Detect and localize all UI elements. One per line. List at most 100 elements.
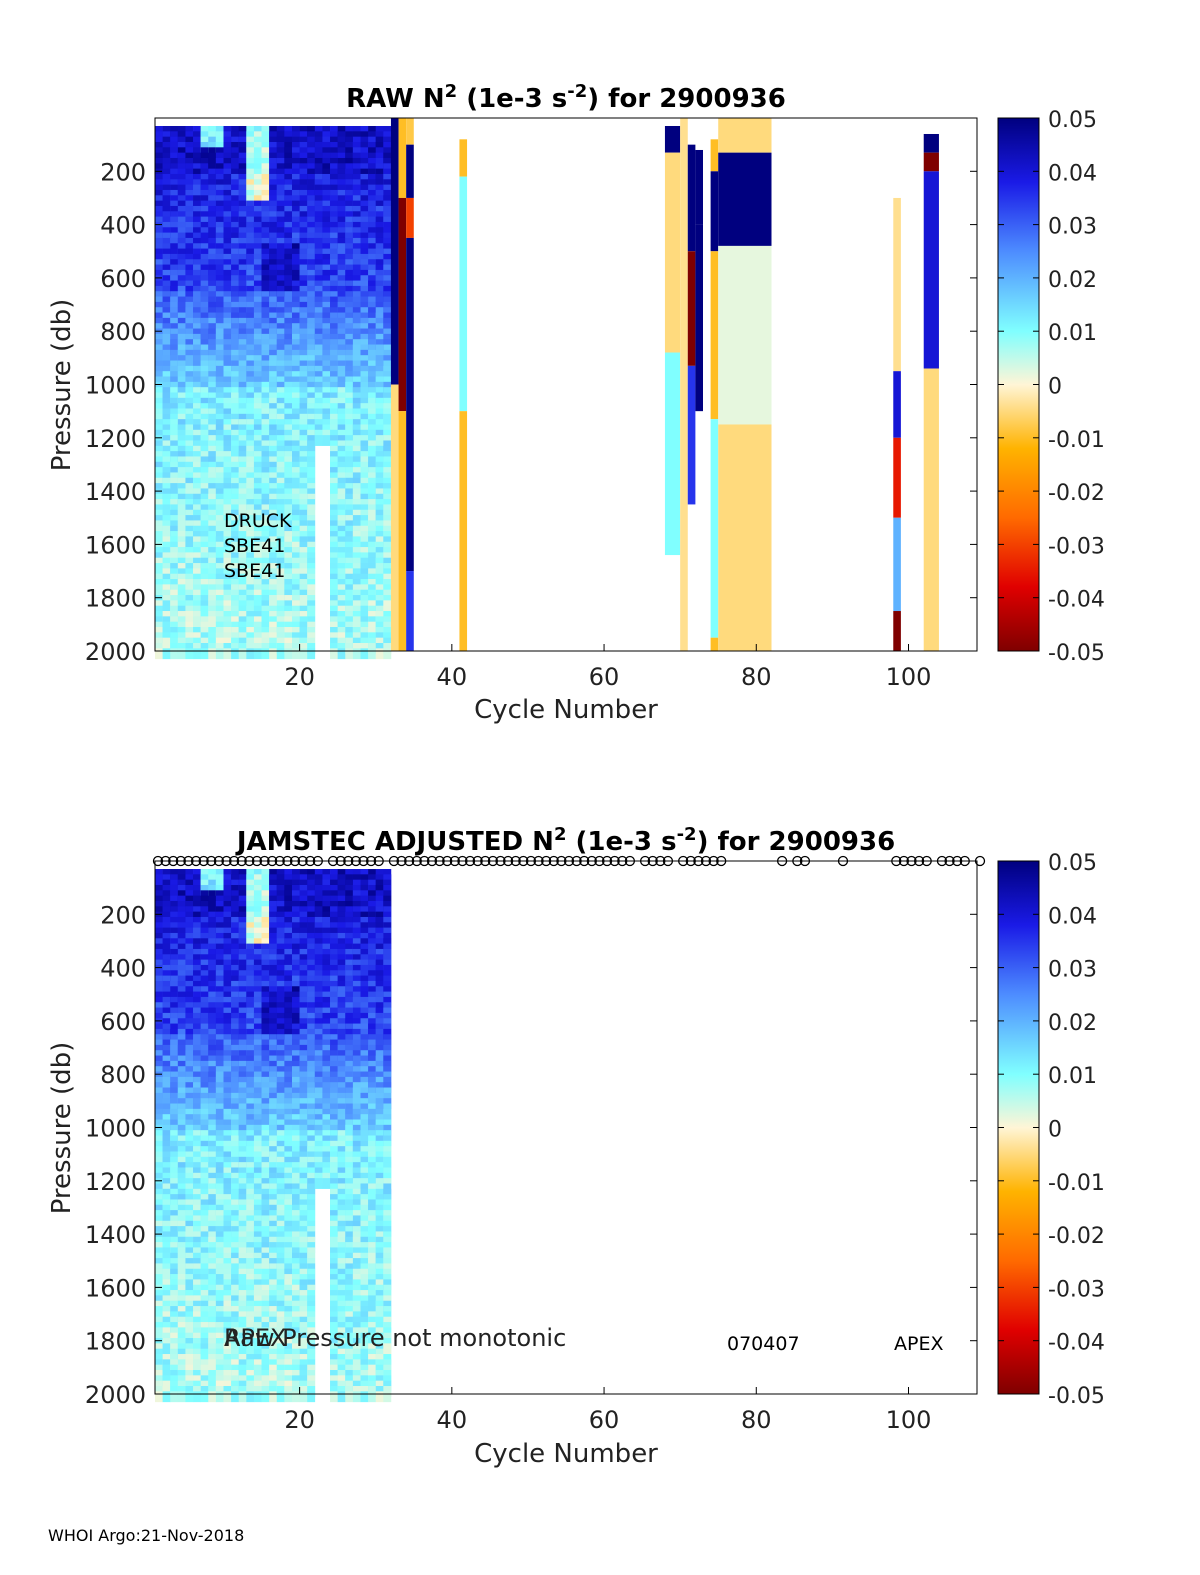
heatmap-cell: [155, 648, 163, 660]
raw-title: RAW N2 (1e-3 s-2) for 2900936: [346, 81, 786, 114]
profile-band: [923, 171, 939, 369]
heatmap-cell: [185, 648, 194, 660]
profile-band: [687, 365, 696, 505]
heatmap-cell: [360, 648, 369, 660]
profile-band: [398, 197, 407, 412]
profile-band: [406, 118, 414, 145]
profile-band: [718, 424, 772, 651]
profile-band: [718, 152, 772, 246]
x-tick-label: 100: [886, 663, 932, 691]
profile-band: [893, 611, 901, 651]
heatmap-cell: [238, 648, 247, 660]
heatmap-cell: [352, 648, 361, 660]
y-tick-label: 1600: [85, 531, 146, 559]
heatmap-cell: [185, 1391, 194, 1403]
profile-band: [695, 149, 703, 225]
profile-band: [398, 411, 407, 651]
adjusted-heatmap-cells: [155, 868, 392, 1403]
raw-y-axis-label: Pressure (db): [47, 299, 77, 472]
heatmap-cell: [299, 648, 308, 660]
heatmap-cell: [231, 1391, 240, 1403]
sensor-druck-label: DRUCK: [224, 510, 292, 532]
profile-band: [406, 197, 414, 238]
profile-band: [406, 144, 414, 198]
profile-band: [710, 251, 719, 420]
profile-band: [893, 197, 901, 372]
y-tick-label: 2000: [85, 638, 146, 666]
raw-n2-panel: RAW N2 (1e-3 s-2) for 2900936 2004006008…: [47, 81, 1105, 725]
heatmap-cell: [177, 1391, 186, 1403]
y-tick-label: 600: [100, 265, 146, 293]
colorbar-tick-label: 0.01: [1048, 321, 1097, 346]
profile-band: [923, 152, 939, 172]
heatmap-cell: [292, 1391, 300, 1403]
heatmap-cell: [200, 648, 209, 660]
y-tick-label: 1800: [85, 585, 146, 613]
heatmap-cell: [253, 648, 262, 660]
heatmap-cell: [276, 648, 285, 660]
heatmap-cell: [177, 648, 186, 660]
heatmap-cell: [238, 1391, 247, 1403]
colorbar-tick-label: 0.02: [1048, 268, 1097, 293]
heatmap-cell: [284, 1391, 293, 1403]
profile-band: [893, 517, 901, 612]
colorbar-tick-label: -0.01: [1048, 428, 1105, 453]
sensor-sbe41-label: SBE41: [224, 535, 285, 557]
profile-band: [923, 368, 939, 651]
heatmap-cell: [208, 1391, 217, 1403]
colorbar-tick-label: -0.05: [1048, 641, 1105, 666]
profile-band: [710, 139, 719, 172]
heatmap-cell: [215, 1391, 224, 1403]
heatmap-cell: [375, 648, 384, 660]
profile-band: [923, 133, 939, 153]
y-tick-label: 400: [100, 212, 146, 240]
heatmap-cell: [261, 648, 270, 660]
heatmap-cell: [231, 648, 240, 660]
profile-band: [695, 224, 703, 412]
colorbar-tick-label: 0.05: [1048, 108, 1097, 133]
heatmap-cell: [337, 648, 346, 660]
profile-band: [459, 176, 468, 412]
heatmap-cell: [261, 1391, 270, 1403]
profile-band: [687, 251, 696, 366]
heatmap-cell: [162, 648, 171, 660]
heatmap-cell: [193, 1391, 201, 1403]
profile-band: [390, 384, 399, 651]
profile-band: [710, 637, 719, 651]
profile-band: [893, 437, 901, 518]
profile-band: [459, 411, 468, 651]
heatmap-cell: [253, 1391, 262, 1403]
profile-band: [390, 118, 399, 385]
raw-heatmap-cells: [155, 118, 939, 660]
colorbar-tick-label: -0.03: [1048, 534, 1105, 559]
y-tick-label: 800: [100, 318, 146, 346]
profile-band: [406, 237, 414, 572]
heatmap-cell: [193, 648, 201, 660]
heatmap-cell: [170, 1391, 179, 1403]
heatmap-cell: [269, 648, 278, 660]
y-tick-label: 1200: [85, 425, 146, 453]
heatmap-cell: [368, 648, 377, 660]
x-tick-label: 60: [589, 663, 620, 691]
heatmap-cell: [223, 648, 232, 660]
raw-colorbar: [997, 117, 1040, 652]
heatmap-cell: [269, 1391, 278, 1403]
heatmap-cell: [200, 1391, 209, 1403]
y-tick-label: 200: [100, 158, 146, 186]
profile-band: [680, 118, 688, 651]
heatmap-cell: [383, 648, 392, 660]
profile-band: [710, 171, 719, 252]
colorbar-tick-label: -0.02: [1048, 481, 1105, 506]
heatmap-cell: [314, 435, 323, 446]
heatmap-cell: [162, 1391, 171, 1403]
profile-band: [718, 245, 772, 425]
colorbar-tick-label: 0: [1048, 375, 1062, 400]
profile-band: [718, 118, 772, 153]
raw-annotation: DRUCK SBE41 SBE41: [224, 510, 292, 582]
heatmap-cell: [276, 1391, 285, 1403]
profile-band: [687, 144, 696, 252]
colorbar-tick-label: 0.03: [1048, 215, 1097, 240]
profile-band: [893, 371, 901, 438]
heatmap-cell: [322, 435, 331, 446]
adjusted-n2-panel: JAMSTEC ADJUSTED N2 (1e-3 s-2) for 29009…: [47, 824, 1105, 1469]
